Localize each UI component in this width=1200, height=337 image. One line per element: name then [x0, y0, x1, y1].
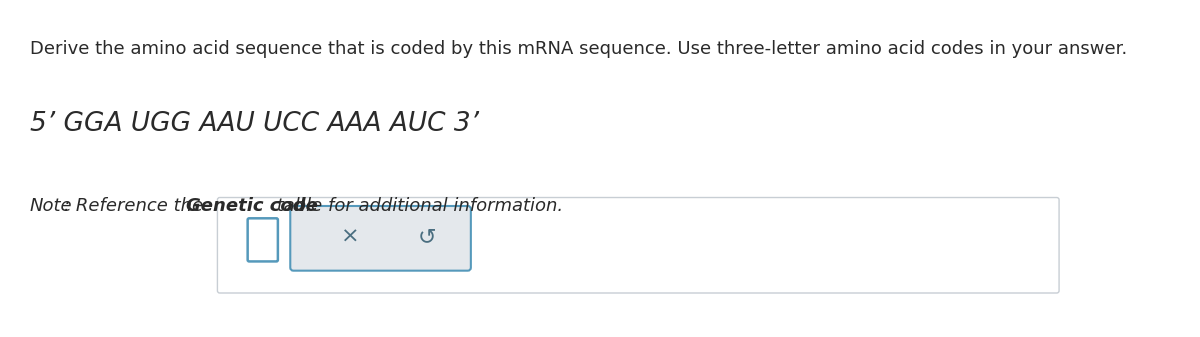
Text: Genetic code: Genetic code — [186, 197, 318, 215]
Text: ×: × — [341, 227, 359, 247]
FancyBboxPatch shape — [290, 206, 470, 271]
Text: : Reference the: : Reference the — [64, 197, 209, 215]
Text: table for additional information.: table for additional information. — [271, 197, 563, 215]
Text: Derive the amino acid sequence that is coded by this mRNA sequence. Use three-le: Derive the amino acid sequence that is c… — [30, 40, 1127, 58]
Text: Note: Note — [30, 197, 73, 215]
Text: ↺: ↺ — [418, 227, 437, 247]
FancyBboxPatch shape — [247, 218, 278, 262]
FancyBboxPatch shape — [217, 197, 1060, 293]
Text: 5’ GGA UGG AAU UCC AAA AUC 3’: 5’ GGA UGG AAU UCC AAA AUC 3’ — [30, 111, 479, 137]
